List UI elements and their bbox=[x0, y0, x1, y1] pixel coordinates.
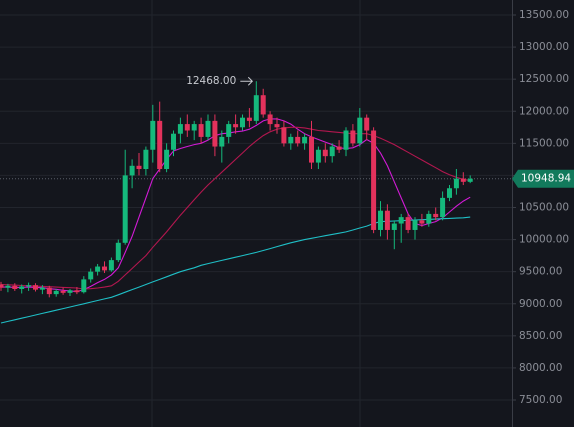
candle-body bbox=[391, 223, 397, 230]
candle-body bbox=[378, 210, 383, 230]
candle-body bbox=[288, 136, 294, 144]
y-tick-label: 10500.00 bbox=[519, 202, 569, 214]
candle-body bbox=[46, 287, 52, 295]
candle-body bbox=[205, 120, 211, 137]
candle-body bbox=[357, 117, 363, 144]
candle-body bbox=[171, 133, 176, 150]
candle-body bbox=[467, 178, 473, 182]
candle-body bbox=[12, 285, 18, 289]
candle-body bbox=[191, 124, 197, 131]
candle-body bbox=[240, 117, 245, 128]
candle-body bbox=[405, 217, 411, 230]
candle-body bbox=[460, 178, 466, 182]
candle-body bbox=[329, 146, 335, 157]
y-tick-label: 13000.00 bbox=[519, 41, 569, 53]
candle-body bbox=[81, 279, 87, 293]
candle-body bbox=[0, 284, 4, 288]
candle-body bbox=[267, 114, 273, 125]
annotation-arrow bbox=[240, 76, 254, 86]
candle-body bbox=[108, 260, 114, 271]
candle-body bbox=[102, 266, 107, 271]
candle-body bbox=[67, 290, 73, 293]
candle-body bbox=[453, 178, 459, 189]
candle-body bbox=[233, 124, 239, 128]
candle-body bbox=[33, 285, 38, 290]
candle-body bbox=[322, 149, 328, 157]
candle-body bbox=[364, 117, 370, 131]
candle-body bbox=[253, 95, 259, 121]
y-tick-label: 13500.00 bbox=[519, 9, 569, 21]
candle-body bbox=[150, 120, 156, 150]
candle-body bbox=[157, 120, 163, 169]
candle-body bbox=[219, 136, 225, 147]
candle-body bbox=[164, 149, 170, 169]
moving-average-line bbox=[0, 126, 471, 290]
y-tick-label: 9000.00 bbox=[519, 298, 562, 310]
candle-body bbox=[447, 188, 452, 198]
candle-body bbox=[440, 197, 446, 218]
candle-body bbox=[136, 165, 142, 169]
y-tick-label: 12000.00 bbox=[519, 105, 569, 117]
candle-body bbox=[26, 285, 32, 287]
candle-body bbox=[426, 213, 432, 224]
candle-body bbox=[412, 220, 418, 230]
candle-body bbox=[302, 136, 308, 144]
candle-body bbox=[95, 266, 101, 272]
candle-body bbox=[246, 117, 252, 121]
candle-body bbox=[184, 124, 190, 131]
candle-body bbox=[88, 271, 94, 280]
candle-body bbox=[177, 124, 183, 134]
candle-body bbox=[60, 290, 66, 293]
candle-body bbox=[19, 286, 25, 289]
candle-body bbox=[260, 95, 266, 115]
candle-body bbox=[433, 213, 439, 218]
candle-body bbox=[274, 124, 280, 128]
candle-body bbox=[129, 165, 135, 176]
candle-body bbox=[143, 149, 149, 169]
y-tick-label: 10000.00 bbox=[519, 234, 569, 246]
candle-body bbox=[343, 130, 349, 150]
candle-body bbox=[384, 210, 390, 230]
candle-body bbox=[309, 136, 314, 163]
candle-body bbox=[198, 124, 204, 137]
y-tick-label: 9500.00 bbox=[519, 266, 562, 278]
candle-body bbox=[74, 290, 80, 293]
candle-body bbox=[39, 287, 45, 290]
annotation-label: 12468.00 bbox=[186, 75, 236, 87]
candle-body bbox=[281, 127, 287, 144]
candle-body bbox=[295, 136, 301, 144]
candle-body bbox=[122, 175, 128, 243]
y-tick-label: 8500.00 bbox=[519, 330, 562, 342]
candle-body bbox=[336, 146, 342, 150]
last-price-tag bbox=[512, 169, 574, 188]
y-tick-label: 7500.00 bbox=[519, 394, 562, 406]
candle-body bbox=[226, 124, 232, 137]
candle-body bbox=[350, 130, 356, 144]
candle-body bbox=[53, 290, 59, 295]
candle-body bbox=[212, 120, 218, 147]
moving-average-line bbox=[0, 216, 471, 324]
y-tick-label: 12500.00 bbox=[519, 73, 569, 85]
candle-body bbox=[419, 220, 425, 224]
candle-body bbox=[398, 217, 404, 224]
candle-body bbox=[315, 149, 321, 163]
candle-body bbox=[115, 242, 121, 261]
y-tick-label: 8000.00 bbox=[519, 362, 562, 374]
candle-body bbox=[5, 285, 11, 288]
y-tick-label: 11500.00 bbox=[519, 137, 569, 149]
candle-body bbox=[371, 130, 377, 230]
last-price-label: 10948.94 bbox=[521, 173, 571, 185]
